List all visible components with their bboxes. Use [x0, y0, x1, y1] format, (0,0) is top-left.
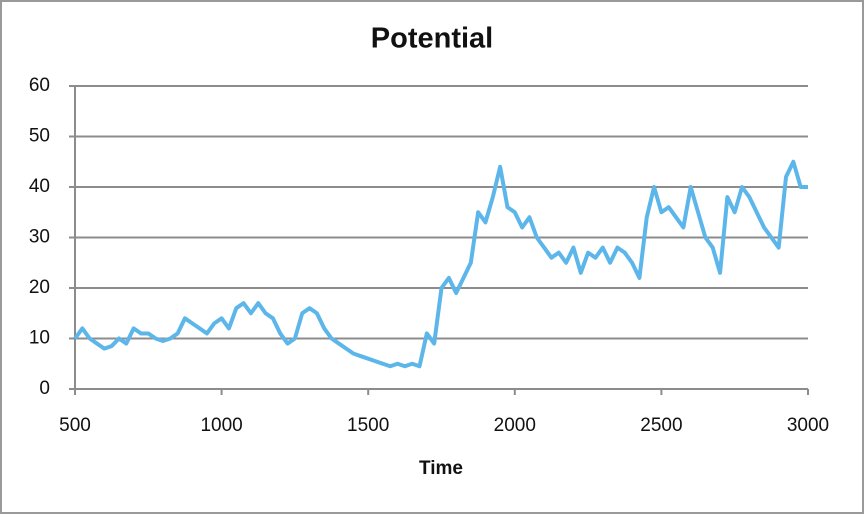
chart-title: Potential — [371, 23, 493, 55]
y-tick-label: 0 — [39, 378, 50, 399]
x-tick-label: 2000 — [494, 415, 536, 436]
y-tick-label: 60 — [29, 75, 50, 96]
x-tick-label: 1500 — [347, 415, 389, 436]
x-axis-label: Time — [419, 458, 463, 479]
x-tick-label: 3000 — [787, 415, 829, 436]
y-tick-label: 30 — [29, 227, 50, 248]
x-tick-label: 1000 — [200, 415, 242, 436]
data-line — [73, 159, 808, 369]
y-tick-label: 40 — [29, 176, 50, 197]
y-tick-label: 10 — [29, 328, 50, 349]
y-tick-label: 20 — [29, 277, 50, 298]
x-tick-label: 2500 — [640, 415, 682, 436]
x-tick-label: 500 — [59, 415, 91, 436]
y-tick-label: 50 — [29, 126, 50, 147]
